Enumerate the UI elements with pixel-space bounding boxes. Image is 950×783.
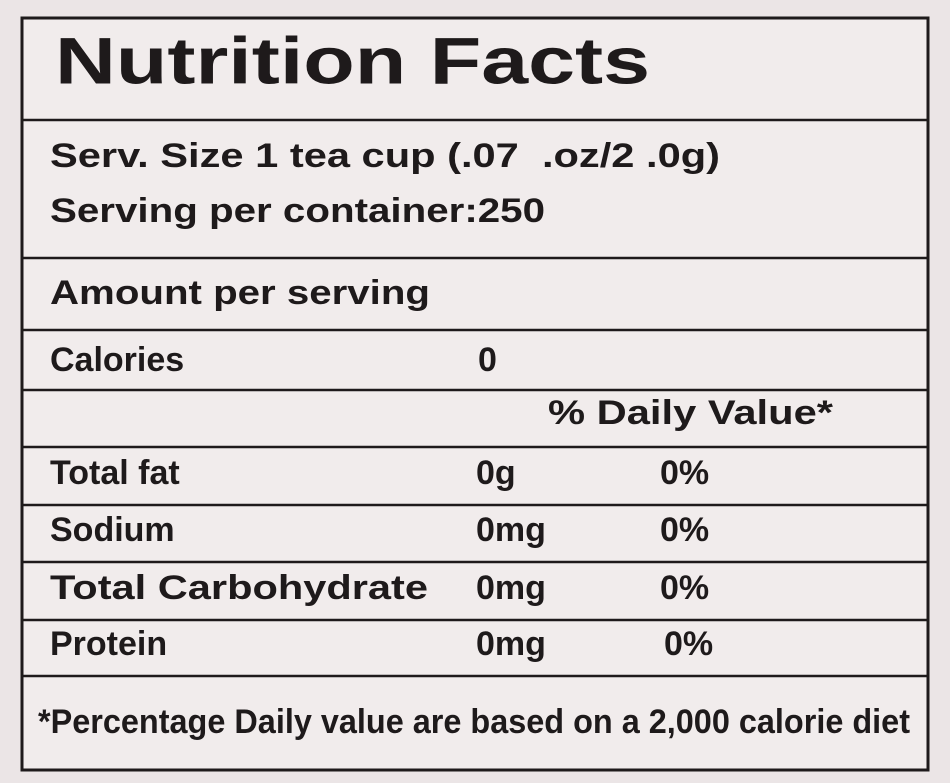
- nutrient-amount: 0mg: [476, 569, 546, 607]
- nutrient-amount: 0g: [476, 454, 516, 492]
- nutrient-daily-value: 0%: [660, 454, 709, 492]
- nutrient-name: Sodium: [50, 511, 175, 549]
- nutrient-amount: 0mg: [476, 511, 546, 549]
- daily-value-header: % Daily Value*: [548, 394, 834, 432]
- serving-size: Serv. Size 1 tea cup (.07 .oz/2 .0g): [50, 137, 720, 175]
- title: Nutrition Facts: [55, 23, 650, 97]
- nutrient-daily-value: 0%: [660, 511, 709, 549]
- nutrient-name: Total fat: [50, 454, 180, 492]
- calories-value: 0: [478, 341, 497, 379]
- nutrient-amount: 0mg: [476, 625, 546, 663]
- nutrient-name: Total Carbohydrate: [50, 569, 428, 607]
- calories-label: Calories: [50, 341, 184, 379]
- servings-per-container: Serving per container:250: [50, 192, 545, 230]
- amount-header: Amount per serving: [50, 274, 430, 312]
- footnote: *Percentage Daily value are based on a 2…: [38, 703, 910, 741]
- nutrient-daily-value: 0%: [660, 569, 709, 607]
- nutrient-name: Protein: [50, 625, 167, 663]
- nutrient-daily-value: 0%: [664, 625, 713, 663]
- label-border: [20, 16, 930, 772]
